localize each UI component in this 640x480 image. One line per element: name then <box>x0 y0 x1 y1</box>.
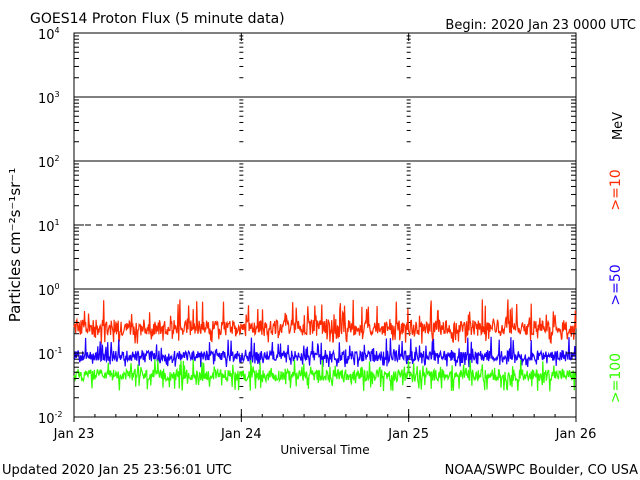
y-tick-label: 104 <box>38 26 60 43</box>
series-line <box>73 359 577 392</box>
y-tick-base: 10 <box>38 92 55 107</box>
x-tick-label: Jan 26 <box>555 427 597 442</box>
y-tick-label: 103 <box>38 90 60 107</box>
y-tick-label: 10-2 <box>38 410 63 427</box>
y-tick-base: 10 <box>38 284 55 299</box>
legend-entry: >=50 <box>608 264 624 305</box>
x-axis-ticks: Jan 23 Jan 24 Jan 25 Jan 26 <box>53 414 597 442</box>
x-axis-label: Universal Time <box>280 443 369 457</box>
y-tick-base: 10 <box>38 348 55 363</box>
y-axis-label: Particles cm⁻²s⁻¹sr⁻¹ <box>6 168 24 322</box>
y-tick-label: 10-1 <box>38 346 63 363</box>
y-tick-exponent: 0 <box>55 282 60 291</box>
series-line <box>73 299 577 345</box>
y-tick-exponent: 3 <box>55 90 60 99</box>
y-tick-base: 10 <box>38 156 55 171</box>
legend: >=10 >=50 >=100 MeV <box>608 112 626 403</box>
legend-entry: >=10 <box>608 169 624 210</box>
y-tick-label: 102 <box>38 154 60 171</box>
updated-label: Updated 2020 Jan 25 23:56:01 UTC <box>2 463 232 478</box>
legend-entry: >=100 <box>608 353 624 403</box>
y-tick-exponent: 2 <box>55 154 60 163</box>
y-tick-base: 10 <box>38 28 55 43</box>
y-tick-exponent: -1 <box>55 346 63 355</box>
x-tick-label: Jan 24 <box>220 427 262 442</box>
y-tick-label: 100 <box>38 282 60 299</box>
x-tick-label: Jan 23 <box>53 427 95 442</box>
y-tick-exponent: 4 <box>55 26 60 35</box>
x-tick-label: Jan 25 <box>387 427 429 442</box>
series-layer <box>73 299 577 392</box>
day-boundary-ticks <box>239 33 411 417</box>
begin-label: Begin: 2020 Jan 23 0000 UTC <box>445 18 636 33</box>
y-tick-base: 10 <box>38 412 55 427</box>
source-label: NOAA/SWPC Boulder, CO USA <box>445 463 638 478</box>
legend-unit: MeV <box>611 112 626 140</box>
threshold-lines <box>74 96 576 290</box>
y-tick-label: 101 <box>38 218 60 235</box>
y-tick-base: 10 <box>38 220 55 235</box>
y-tick-exponent: -2 <box>55 410 63 419</box>
chart-title: GOES14 Proton Flux (5 minute data) <box>30 11 285 27</box>
y-tick-exponent: 1 <box>55 218 60 227</box>
